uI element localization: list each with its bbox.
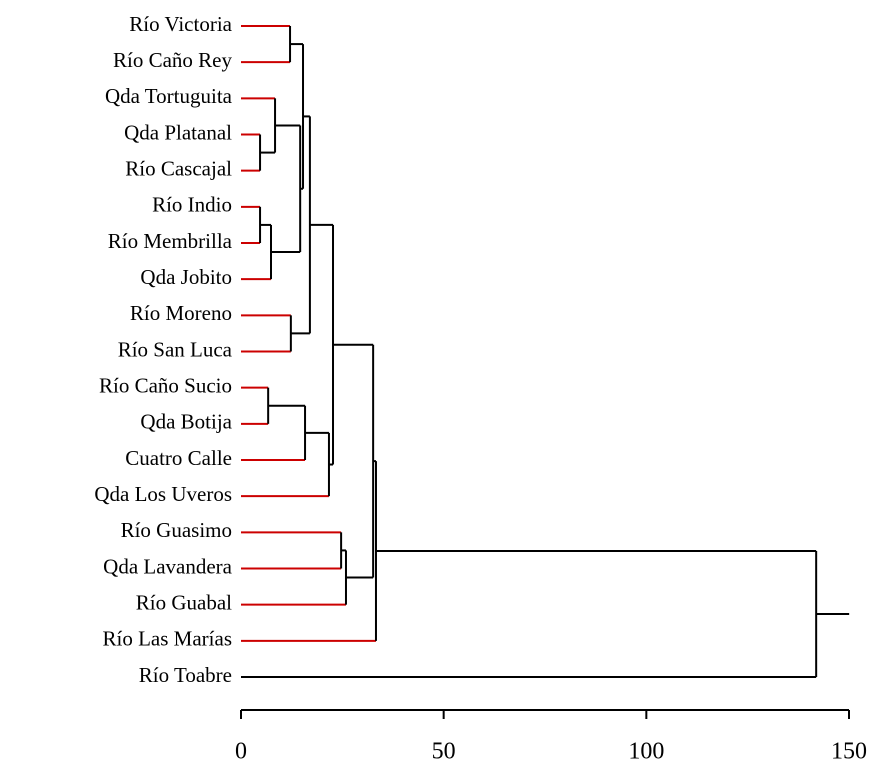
x-tick-label: 100 bbox=[628, 739, 664, 765]
leaf-label: Qda Platanal bbox=[124, 120, 232, 144]
leaf-label: Qda Los Uveros bbox=[94, 482, 232, 506]
leaf-label: Río Guabal bbox=[136, 590, 232, 614]
leaf-label: Qda Lavandera bbox=[103, 554, 233, 578]
leaf-label: Río Victoria bbox=[129, 12, 232, 36]
leaf-label: Río Caño Rey bbox=[113, 48, 232, 72]
leaf-label: Río Cascajal bbox=[125, 156, 232, 180]
x-tick-label: 0 bbox=[235, 739, 247, 765]
leaf-label: Río Toabre bbox=[139, 663, 232, 687]
leaf-label: Río San Luca bbox=[118, 337, 233, 361]
leaf-label: Río Moreno bbox=[130, 301, 232, 325]
leaf-label: Qda Botija bbox=[140, 410, 232, 434]
leaf-label: Qda Jobito bbox=[140, 265, 232, 289]
leaf-label: Río Las Marías bbox=[103, 627, 232, 651]
leaf-label: Río Guasimo bbox=[121, 518, 232, 542]
leaf-label: Cuatro Calle bbox=[125, 446, 232, 470]
leaf-label: Río Membrilla bbox=[108, 229, 233, 253]
leaf-label: Río Caño Sucio bbox=[99, 373, 232, 397]
x-tick-label: 50 bbox=[432, 739, 456, 765]
leaf-label: Río Indio bbox=[152, 193, 232, 217]
x-tick-label: 150 bbox=[831, 739, 867, 765]
leaf-label: Qda Tortuguita bbox=[105, 84, 233, 108]
